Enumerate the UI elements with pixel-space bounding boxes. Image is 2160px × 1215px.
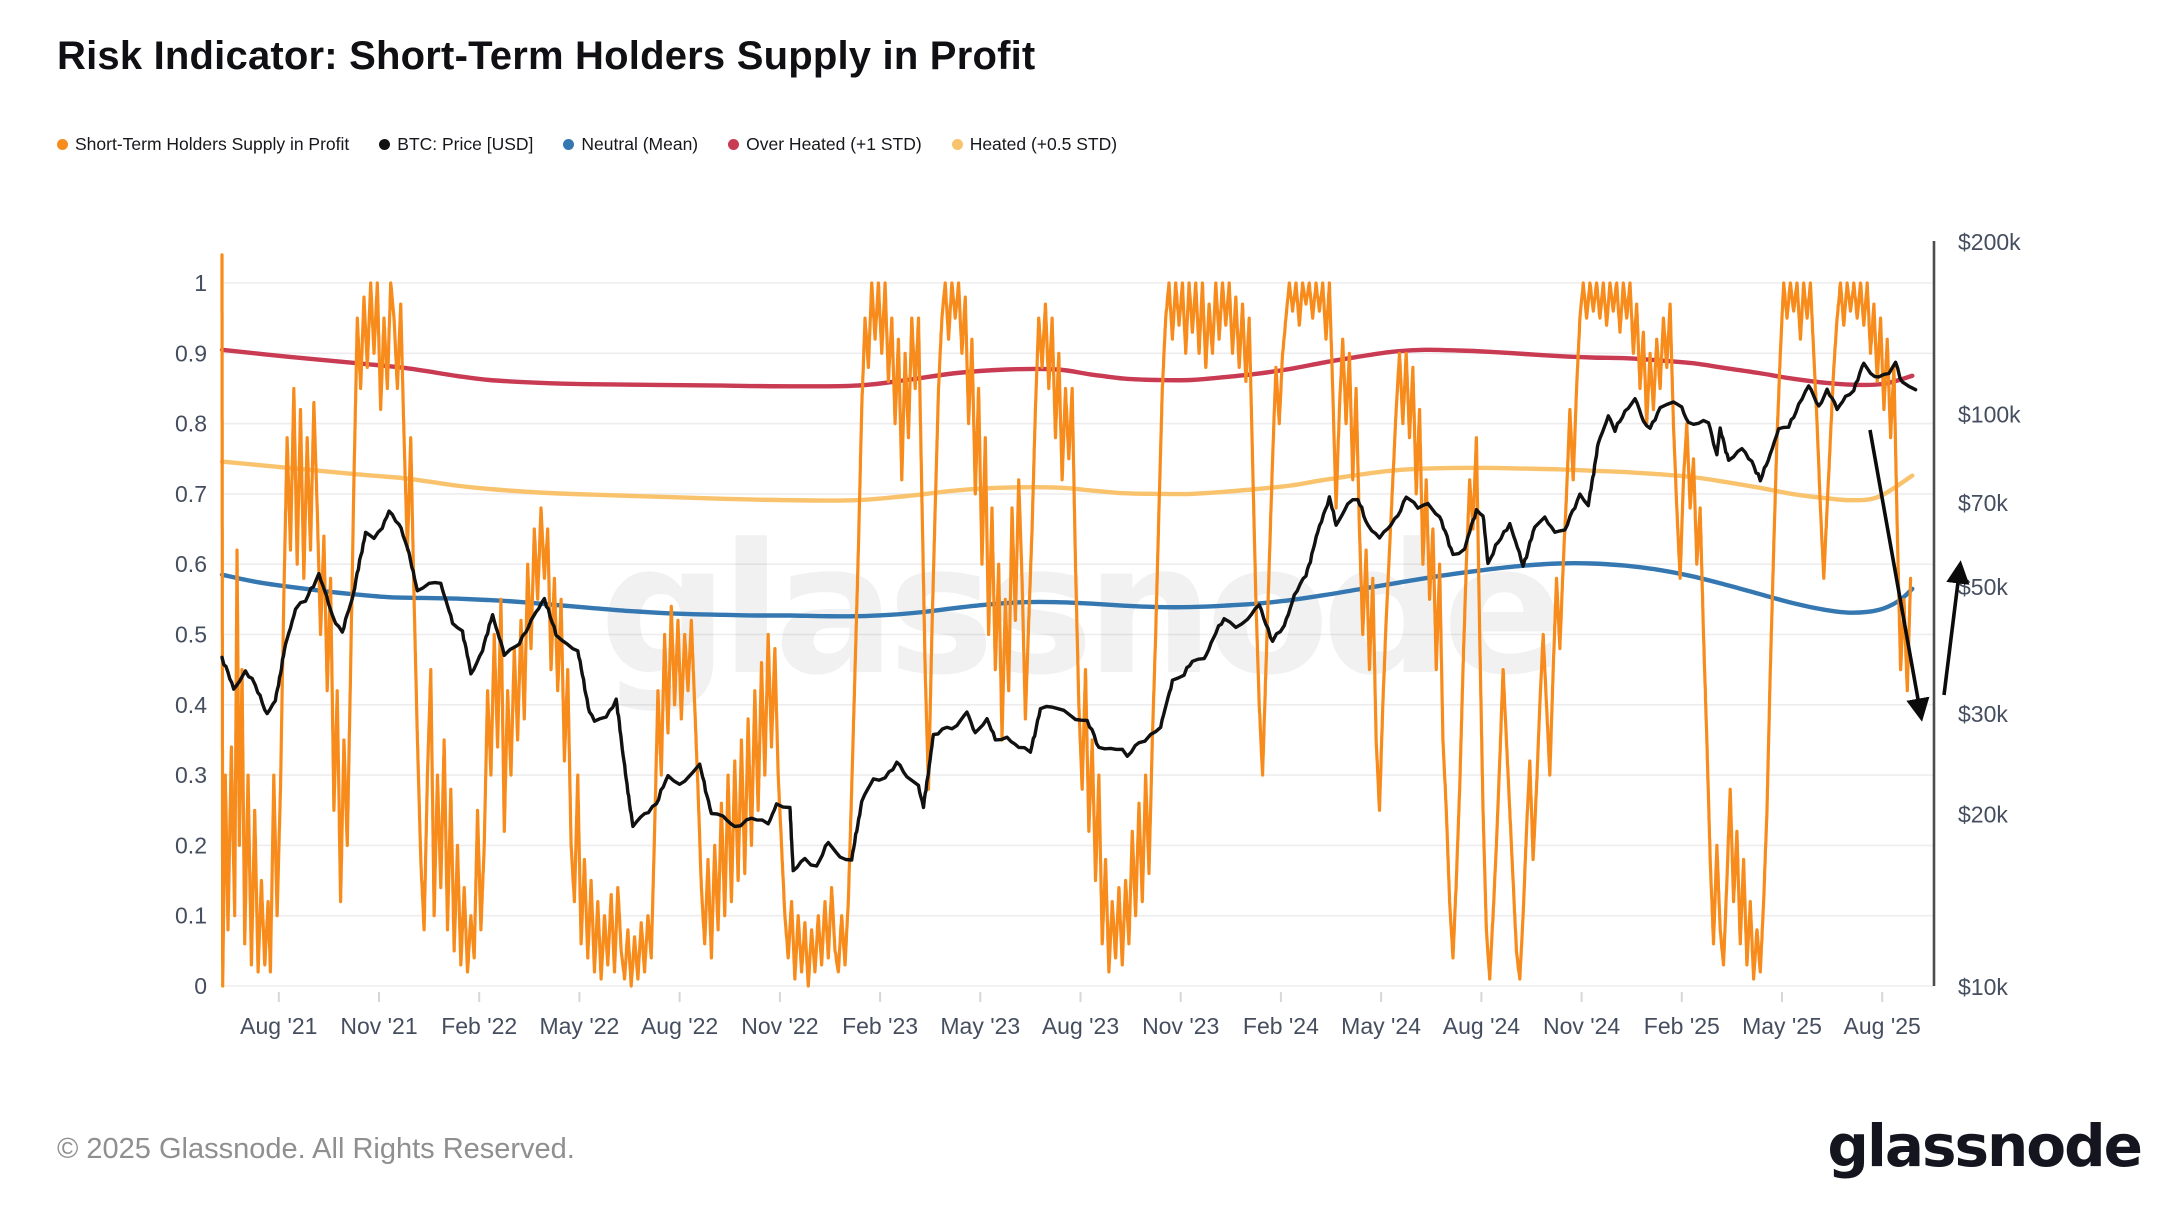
- x-tick-label: Aug '23: [1042, 1013, 1119, 1039]
- glassnode-logo: glassnode: [1827, 1112, 2143, 1180]
- x-axis: Aug '21 Nov '21 Feb '22 May '22 Aug '22 Nov '…: [240, 992, 1921, 1039]
- y-right-tick-label: $70k: [1958, 490, 2008, 516]
- x-tick-label: Nov '21: [340, 1013, 417, 1039]
- legend-label: Neutral (Mean): [581, 134, 699, 154]
- x-tick-label: May '22: [539, 1013, 619, 1039]
- y-left-tick-label: 0.5: [175, 622, 207, 648]
- x-tick-label: Nov '23: [1142, 1013, 1219, 1039]
- y-left-tick-label: 0.4: [175, 692, 207, 718]
- series-heated-0-5-std: [219, 459, 1915, 503]
- page-title: Risk Indicator: Short-Term Holders Suppl…: [57, 34, 1036, 78]
- legend-dot-icon: [951, 139, 963, 150]
- y-left-tick-label: 1: [194, 270, 207, 296]
- legend-dot-icon: [728, 139, 740, 150]
- y-right-tick-label: $20k: [1958, 802, 2008, 828]
- annotation-arrow-up: [1942, 560, 1970, 696]
- legend-item-4[interactable]: Heated (+0.5 STD): [951, 134, 1118, 155]
- legend-item-3[interactable]: Over Heated (+1 STD): [728, 134, 922, 155]
- y-right-tick-label: $200k: [1958, 229, 2021, 255]
- y-right-axis: $200k $100k $70k $50k $30k $20k $10k: [1932, 229, 2021, 1000]
- x-tick-label: May '24: [1341, 1013, 1421, 1039]
- legend-label: BTC: Price [USD]: [397, 134, 534, 154]
- chart-legend: Short-Term Holders Supply in Profit BTC: …: [57, 134, 1117, 155]
- series-neutral-mean: [219, 561, 1915, 619]
- legend-label: Over Heated (+1 STD): [746, 134, 922, 154]
- annotation-arrow-down: [1868, 429, 1930, 722]
- x-tick-label: Feb '22: [441, 1013, 517, 1039]
- x-tick-label: Aug '21: [240, 1013, 317, 1039]
- x-tick-label: Feb '25: [1644, 1013, 1720, 1039]
- x-tick-label: May '25: [1742, 1013, 1822, 1039]
- legend-item-1[interactable]: BTC: Price [USD]: [379, 134, 533, 155]
- y-left-tick-label: 0.9: [175, 340, 207, 366]
- series-over-heated-1-std: [219, 347, 1915, 389]
- y-left-tick-label: 0.7: [175, 481, 207, 507]
- y-right-tick-label: $100k: [1958, 401, 2021, 427]
- y-left-tick-label: 0.8: [175, 411, 207, 437]
- legend-dot-icon: [379, 139, 391, 150]
- copyright-text: © 2025 Glassnode. All Rights Reserved.: [57, 1133, 575, 1165]
- legend-dot-icon: [57, 139, 68, 150]
- x-tick-label: May '23: [940, 1013, 1020, 1039]
- y-right-tick-label: $10k: [1958, 974, 2008, 1000]
- y-left-tick-label: 0.2: [175, 832, 207, 858]
- legend-label: Heated (+0.5 STD): [969, 134, 1118, 154]
- x-tick-label: Nov '24: [1543, 1013, 1620, 1039]
- x-tick-label: Aug '25: [1844, 1013, 1921, 1039]
- y-left-tick-label: 0: [194, 973, 207, 999]
- y-left-tick-label: 0.6: [175, 551, 207, 577]
- x-tick-label: Aug '22: [641, 1013, 718, 1039]
- series-short-term-holders-supply-in-profit: [220, 253, 1913, 988]
- y-left-tick-label: 0.1: [175, 903, 207, 929]
- x-tick-label: Feb '23: [842, 1013, 918, 1039]
- legend-item-0[interactable]: Short-Term Holders Supply in Profit: [57, 134, 349, 155]
- y-right-tick-label: $30k: [1958, 701, 2008, 727]
- x-tick-label: Nov '22: [741, 1013, 818, 1039]
- y-right-tick-label: $50k: [1958, 574, 2008, 600]
- legend-label: Short-Term Holders Supply in Profit: [75, 134, 350, 154]
- y-left-axis: 0 0.1 0.2 0.3 0.4 0.5 0.6 0.7 0.8 0.9 1: [175, 270, 1934, 999]
- legend-item-2[interactable]: Neutral (Mean): [563, 134, 698, 155]
- series-btc-price-usd: [220, 360, 1918, 873]
- y-left-tick-label: 0.3: [175, 762, 207, 788]
- legend-dot-icon: [563, 139, 575, 150]
- x-tick-label: Aug '24: [1443, 1013, 1520, 1039]
- x-tick-label: Feb '24: [1243, 1013, 1319, 1039]
